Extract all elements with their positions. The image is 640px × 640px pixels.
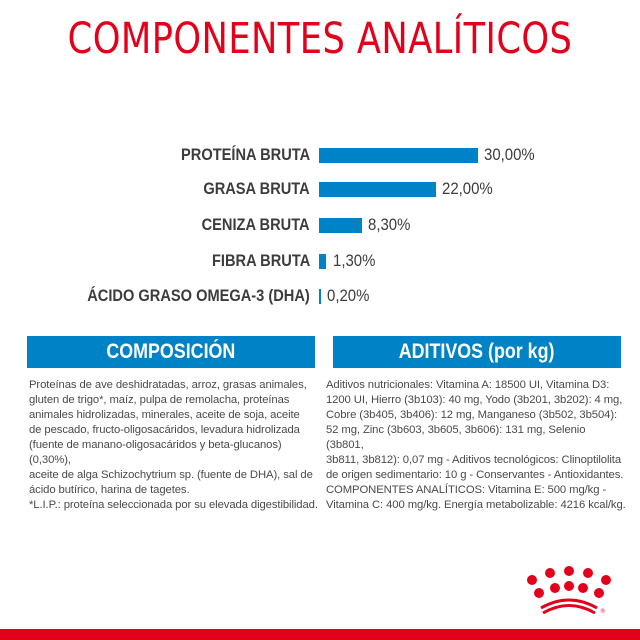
row-label: FIBRA BRUTA [211, 251, 310, 270]
text-line: Proteínas de ave deshidratadas, arroz, g… [29, 379, 307, 391]
text-line: aceite de alga Schizochytrium sp. (fuent… [29, 469, 313, 481]
chart-row-protein: PROTEÍNA BRUTA 30,00% [0, 143, 640, 167]
page-title: COMPONENTES ANALÍTICOS [67, 14, 573, 64]
additives-text: Aditivos nutricionales: Vitamina A: 1850… [326, 378, 626, 513]
additives-heading: ADITIVOS (por kg) [333, 336, 621, 368]
row-label: ÁCIDO GRASO OMEGA-3 (DHA) [87, 286, 310, 305]
composition-text: Proteínas de ave deshidratadas, arroz, g… [29, 378, 324, 513]
text-line: COMPONENTES ANALÍTICOS: Vitamina E: 500 … [326, 484, 607, 496]
text-line: Vitamina C: 400 mg/kg. Energía metaboliz… [326, 499, 626, 511]
chart-row-fat: GRASA BRUTA 22,00% [0, 177, 640, 201]
text-line: animales hidrolizadas, minerales, aceite… [29, 409, 300, 421]
svg-text:®: ® [600, 608, 605, 614]
bar-fiber [319, 254, 326, 269]
text-line: de pescado, fructo-oligosacáridos, levad… [29, 424, 300, 436]
text-line: de origen sedimentario: 10 g - Conservan… [326, 469, 624, 481]
bar-fat [319, 182, 436, 197]
row-label: CENIZA BRUTA [201, 215, 310, 234]
text-line: gluten de trigo*, maíz, pulpa de remolac… [29, 394, 290, 406]
chart-row-fiber: FIBRA BRUTA 1,30% [0, 249, 640, 273]
footer-bar [0, 629, 640, 640]
text-line: 3b811, 3b812): 0,07 mg - Aditivos tecnol… [326, 454, 622, 466]
text-line: (fuente de manano-oligosacáridos y beta-… [29, 439, 282, 466]
text-line: Cobre (3b405, 3b406): 12 mg, Manganeso (… [326, 409, 618, 421]
row-label: PROTEÍNA BRUTA [180, 145, 310, 164]
row-value: 22,00% [442, 179, 493, 198]
text-line: 1200 UI, Hierro (3b103): 40 mg, Yodo (3b… [326, 394, 623, 406]
chart-row-dha: ÁCIDO GRASO OMEGA-3 (DHA) 0,20% [0, 284, 640, 308]
bar-ash [319, 218, 362, 233]
text-line: Aditivos nutricionales: Vitamina A: 1850… [326, 379, 610, 391]
text-line: ácido butírico, harina de tagetes. [29, 484, 190, 496]
bar-protein [319, 148, 478, 163]
row-value: 0,20% [327, 286, 370, 305]
analytic-components-chart: PROTEÍNA BRUTA 30,00% GRASA BRUTA 22,00%… [0, 143, 640, 308]
row-value: 8,30% [368, 215, 411, 234]
text-line: 52 mg, Zinc (3b603, 3b605, 3b606): 131 m… [326, 424, 586, 451]
composition-heading: COMPOSICIÓN [27, 336, 315, 368]
bar-dha [319, 289, 321, 304]
text-line: *L.I.P.: proteína seleccionada por su el… [29, 499, 318, 511]
row-value: 1,30% [333, 251, 376, 270]
row-value: 30,00% [484, 145, 535, 164]
row-label: GRASA BRUTA [203, 179, 310, 198]
chart-row-ash: CENIZA BRUTA 8,30% [0, 213, 640, 237]
crown-icon: ® [527, 566, 611, 614]
